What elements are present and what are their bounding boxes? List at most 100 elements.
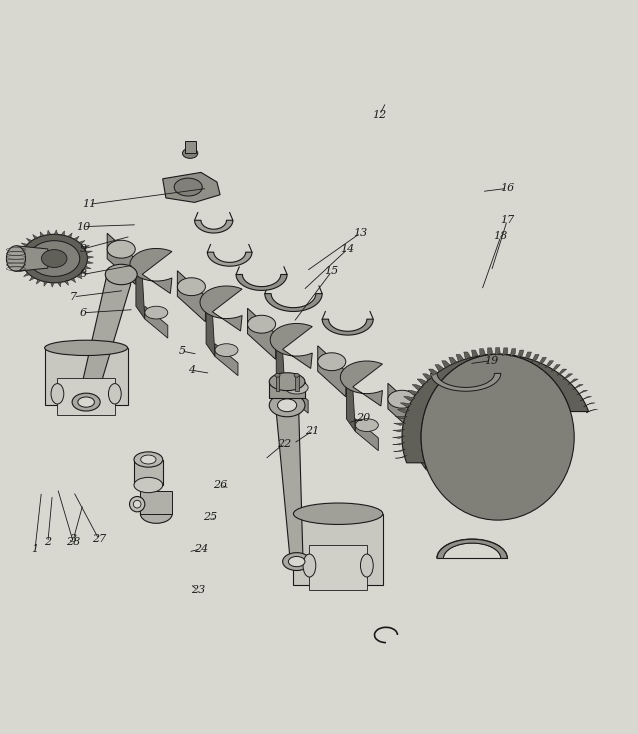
Polygon shape <box>215 344 238 376</box>
Polygon shape <box>134 459 163 485</box>
Polygon shape <box>107 233 135 284</box>
Polygon shape <box>355 419 378 451</box>
Polygon shape <box>29 277 34 281</box>
Ellipse shape <box>248 316 276 333</box>
Text: 27: 27 <box>92 534 106 544</box>
Polygon shape <box>429 369 438 375</box>
Polygon shape <box>431 374 501 391</box>
Ellipse shape <box>458 428 486 446</box>
Polygon shape <box>557 369 567 375</box>
Polygon shape <box>441 361 450 368</box>
Polygon shape <box>54 230 57 234</box>
Polygon shape <box>581 396 591 401</box>
Circle shape <box>133 501 141 508</box>
Ellipse shape <box>6 246 26 272</box>
Text: 24: 24 <box>194 544 208 554</box>
Polygon shape <box>510 349 516 357</box>
Polygon shape <box>45 348 128 405</box>
Polygon shape <box>404 396 415 401</box>
Ellipse shape <box>174 178 202 196</box>
Text: 21: 21 <box>306 426 320 436</box>
Text: 18: 18 <box>494 231 508 241</box>
Polygon shape <box>44 282 47 286</box>
Polygon shape <box>24 273 29 277</box>
Polygon shape <box>456 355 464 362</box>
Text: 28: 28 <box>66 537 80 548</box>
Polygon shape <box>322 319 373 335</box>
Polygon shape <box>79 241 85 244</box>
Ellipse shape <box>140 455 156 464</box>
Polygon shape <box>74 236 79 241</box>
Polygon shape <box>480 349 486 357</box>
Polygon shape <box>458 421 486 472</box>
Polygon shape <box>87 261 93 264</box>
Polygon shape <box>395 416 407 419</box>
Polygon shape <box>16 246 48 272</box>
Polygon shape <box>285 381 308 413</box>
Ellipse shape <box>45 340 128 355</box>
Ellipse shape <box>21 234 87 283</box>
Polygon shape <box>572 385 583 390</box>
Ellipse shape <box>145 306 168 319</box>
Ellipse shape <box>275 374 280 377</box>
Ellipse shape <box>388 390 416 408</box>
Text: 22: 22 <box>277 438 291 448</box>
Text: 9: 9 <box>79 244 87 254</box>
Ellipse shape <box>303 554 316 577</box>
Polygon shape <box>140 491 172 514</box>
Ellipse shape <box>177 277 205 296</box>
Polygon shape <box>394 423 406 426</box>
Polygon shape <box>87 256 94 258</box>
Polygon shape <box>524 352 531 360</box>
Polygon shape <box>80 268 131 412</box>
Polygon shape <box>276 405 303 562</box>
Polygon shape <box>26 239 32 242</box>
Polygon shape <box>394 449 406 451</box>
Polygon shape <box>265 294 322 311</box>
Text: 16: 16 <box>500 184 514 193</box>
Polygon shape <box>408 390 419 395</box>
Polygon shape <box>293 514 383 585</box>
Polygon shape <box>177 271 205 321</box>
Text: 5: 5 <box>178 346 186 356</box>
Text: 14: 14 <box>341 244 355 254</box>
Polygon shape <box>17 248 24 251</box>
Polygon shape <box>36 280 41 284</box>
Polygon shape <box>47 230 51 235</box>
Ellipse shape <box>288 556 305 567</box>
Polygon shape <box>64 280 68 286</box>
Polygon shape <box>426 457 449 488</box>
Text: 11: 11 <box>82 200 96 209</box>
Polygon shape <box>417 379 427 385</box>
Text: 26: 26 <box>213 480 227 490</box>
Polygon shape <box>464 352 471 360</box>
Polygon shape <box>200 286 242 331</box>
Polygon shape <box>531 355 539 362</box>
Polygon shape <box>410 399 452 443</box>
Polygon shape <box>340 361 382 406</box>
Polygon shape <box>392 436 404 438</box>
Polygon shape <box>195 220 233 233</box>
Ellipse shape <box>41 250 67 267</box>
Ellipse shape <box>294 374 299 377</box>
Polygon shape <box>206 291 215 357</box>
Polygon shape <box>40 232 44 236</box>
Polygon shape <box>276 329 285 394</box>
Text: 20: 20 <box>357 413 371 423</box>
Polygon shape <box>346 366 355 432</box>
Polygon shape <box>392 429 404 432</box>
Polygon shape <box>586 410 598 413</box>
Ellipse shape <box>283 553 311 570</box>
Polygon shape <box>51 283 54 287</box>
Polygon shape <box>85 266 91 269</box>
Polygon shape <box>397 410 409 413</box>
Polygon shape <box>487 348 493 356</box>
Ellipse shape <box>134 477 163 493</box>
Ellipse shape <box>140 504 172 523</box>
Text: 25: 25 <box>204 512 218 522</box>
Ellipse shape <box>421 355 574 520</box>
Ellipse shape <box>29 241 80 277</box>
Ellipse shape <box>72 393 100 411</box>
Text: 3: 3 <box>70 534 77 544</box>
Circle shape <box>130 496 145 512</box>
